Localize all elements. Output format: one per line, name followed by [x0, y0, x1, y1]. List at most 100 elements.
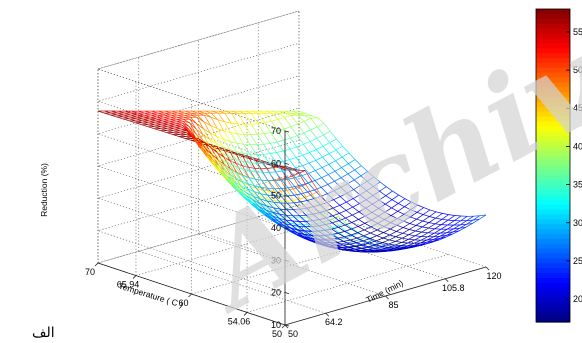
mesh-line [429, 211, 437, 217]
mesh-line [336, 247, 343, 250]
mesh-line [210, 116, 218, 121]
colorbar-swatch [536, 57, 570, 64]
colorbar-swatch [536, 92, 570, 98]
mesh-line [324, 234, 332, 236]
mesh-line [344, 222, 352, 226]
mesh-line [341, 156, 349, 164]
mesh-line [312, 225, 319, 227]
mesh-line [317, 238, 324, 243]
mesh-line [323, 242, 331, 246]
mesh-line [295, 167, 303, 176]
mesh-line [327, 184, 335, 191]
mesh-line [387, 250, 394, 252]
mesh-line [253, 196, 261, 200]
mesh-line [304, 170, 313, 182]
mesh-line [242, 165, 249, 168]
mesh-line [329, 131, 337, 140]
mesh-line [288, 216, 295, 219]
mesh-line [250, 134, 258, 145]
mesh-line [338, 220, 346, 226]
mesh-line [378, 208, 386, 213]
mesh-line [237, 133, 245, 135]
mesh-line [305, 194, 313, 198]
mesh-line [365, 207, 373, 213]
mesh-line [436, 211, 443, 214]
mesh-line [228, 163, 236, 173]
colorbar-swatch [536, 273, 570, 279]
mesh-line [291, 228, 299, 231]
mesh-line [224, 113, 232, 124]
mesh-line [321, 174, 329, 179]
mesh-line [227, 172, 235, 178]
colorbar-swatch [536, 77, 570, 83]
mesh-line [254, 185, 262, 188]
colorbar-swatch [536, 101, 570, 108]
mesh-line [240, 180, 248, 190]
mesh-line [223, 130, 231, 134]
mesh-line [358, 215, 366, 220]
mesh-line [378, 195, 386, 201]
mesh-line [334, 177, 342, 182]
y-tick-label: 50 [288, 329, 298, 339]
mesh-line [261, 187, 269, 189]
mesh-line [316, 134, 324, 139]
mesh-line [337, 237, 344, 242]
z-tick-label: 60 [271, 158, 281, 168]
mesh-line [414, 231, 422, 237]
mesh-line [267, 194, 275, 197]
mesh-line [261, 172, 269, 182]
mesh-line [428, 217, 436, 223]
mesh-line [334, 180, 342, 188]
mesh-line [253, 191, 261, 195]
mesh-line [459, 226, 466, 229]
mesh-line [423, 207, 431, 211]
mesh-line [409, 218, 417, 224]
grid-line [96, 107, 300, 229]
mesh-line [350, 237, 358, 241]
mesh-line [200, 147, 208, 156]
mesh-line [331, 228, 339, 234]
mesh-line [345, 210, 353, 216]
mesh-line [276, 139, 284, 143]
mesh-line [315, 170, 322, 178]
mesh-line [217, 119, 225, 132]
mesh-line [245, 197, 253, 204]
colorbar-swatch [536, 282, 570, 289]
mesh-line [266, 205, 274, 209]
mesh-line [448, 214, 455, 216]
mesh-line [321, 177, 329, 185]
mesh-line [340, 196, 347, 203]
mesh-line [375, 247, 382, 250]
mesh-line [375, 244, 383, 247]
grid-line [298, 204, 487, 268]
colorbar-swatch [536, 67, 570, 74]
mesh-line [305, 220, 313, 222]
mesh-line [362, 244, 370, 248]
mesh-line [263, 208, 271, 217]
mesh-line [267, 200, 274, 203]
mesh-line [466, 219, 474, 221]
mesh-line [326, 202, 334, 209]
mesh-line [441, 219, 449, 225]
mesh-line [346, 235, 353, 239]
mesh-line [440, 224, 448, 230]
mesh-line [368, 251, 375, 253]
mesh-line [289, 159, 296, 169]
mesh-line [433, 235, 441, 240]
mesh-line [318, 230, 326, 232]
mesh-line [236, 151, 244, 154]
colorbar-swatch [536, 82, 570, 88]
colorbar-swatch [536, 136, 570, 142]
mesh-line [243, 144, 251, 155]
mesh-line [341, 167, 349, 175]
mesh-line [329, 244, 337, 248]
mesh-line [309, 141, 317, 150]
mesh-line [353, 189, 361, 196]
x-tick-label: 60 [178, 298, 188, 308]
mesh-line [276, 150, 284, 153]
mesh-line [356, 242, 364, 246]
mesh-line [311, 231, 319, 236]
mesh-line [235, 163, 244, 176]
mesh-line [315, 156, 323, 161]
mesh-line [397, 210, 405, 215]
